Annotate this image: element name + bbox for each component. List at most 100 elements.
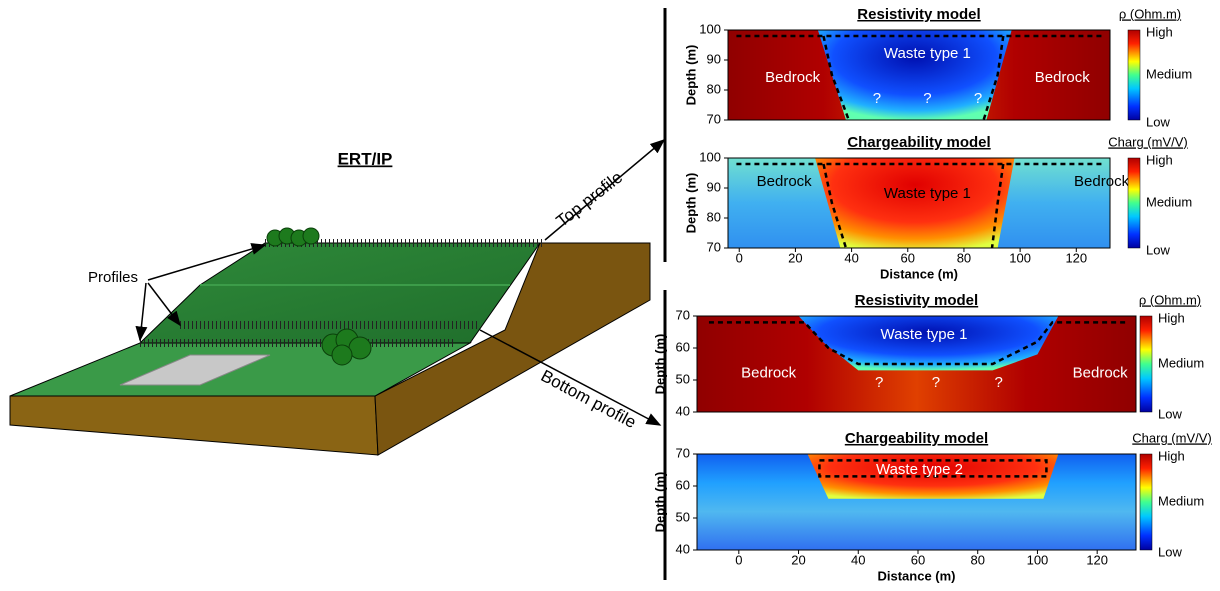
region-label: Waste type 1	[884, 185, 971, 202]
x-tick-label: 120	[1065, 250, 1087, 265]
upper-slope	[138, 242, 541, 344]
front-face	[9, 395, 379, 456]
panel-title: Resistivity model	[855, 292, 978, 309]
colorbar	[1139, 315, 1153, 413]
diagram-title: ERT/IP	[338, 149, 393, 168]
x-tick-label: 20	[788, 250, 802, 265]
panel-title: Resistivity model	[857, 6, 980, 23]
model-panel: Bedrock Waste type 1 Bedrock?? ? 70 80 90 100De…	[683, 6, 1192, 129]
boundary-line	[990, 163, 1005, 249]
model-anomaly	[817, 30, 1012, 120]
y-axis-label: Depth (m)	[683, 45, 698, 106]
region-label: Bedrock	[1035, 69, 1091, 86]
x-tick-label: 80	[957, 250, 971, 265]
colorbar-label: Low	[1146, 114, 1170, 129]
x-tick-label: 20	[791, 552, 805, 567]
region-label: ?	[994, 374, 1002, 391]
panel-title: Chargeability model	[847, 134, 990, 151]
x-tick-label: 0	[736, 250, 743, 265]
y-tick-label: 100	[699, 149, 721, 164]
y-tick-label: 70	[676, 445, 690, 460]
fences	[140, 239, 545, 347]
colorbar	[1139, 453, 1153, 551]
boundary-line	[822, 163, 848, 249]
panel-title: Chargeability model	[845, 430, 988, 447]
model-panel: Waste type 2 40 50 60 70 Depth (m) 0 20 40 60 80 10…	[652, 430, 1211, 583]
plot-frame	[696, 315, 1137, 413]
colorbar-label: Low	[1158, 544, 1182, 559]
side-face	[374, 242, 651, 456]
region-label: ?	[974, 90, 982, 107]
x-tick-label: 0	[735, 552, 742, 567]
model-anomaly	[798, 316, 1059, 371]
region-label: ?	[932, 374, 940, 391]
x-tick-label: 100	[1027, 552, 1049, 567]
y-tick-label: 60	[676, 477, 690, 492]
colorbar	[1127, 29, 1141, 121]
x-tick-label: 40	[851, 552, 865, 567]
bottom-profile-label: Bottom profile	[538, 366, 640, 432]
y-tick-label: 70	[707, 111, 721, 126]
colorbar-label: High	[1158, 310, 1185, 325]
trees	[266, 227, 372, 366]
y-tick-label: 90	[707, 179, 721, 194]
x-tick-label: 60	[901, 250, 915, 265]
y-tick-label: 50	[676, 509, 690, 524]
y-tick-label: 100	[699, 21, 721, 36]
x-tick-label: 100	[1009, 250, 1031, 265]
y-tick-label: 60	[676, 339, 690, 354]
x-tick-label: 120	[1086, 552, 1108, 567]
colorbar-title: Charg (mV/V)	[1108, 134, 1187, 149]
y-tick-label: 80	[707, 209, 721, 224]
profiles-label: Profiles	[88, 269, 138, 286]
boundary-line	[708, 321, 1128, 366]
model-anomaly	[815, 158, 1015, 248]
y-tick-label: 70	[676, 307, 690, 322]
region-label: Bedrock	[757, 173, 813, 190]
colorbar-label: Medium	[1146, 194, 1192, 209]
y-tick-label: 70	[707, 239, 721, 254]
waste-area	[119, 354, 271, 386]
colorbar-label: Medium	[1158, 355, 1204, 370]
y-axis-label: Depth (m)	[683, 173, 698, 234]
x-tick-label: 60	[911, 552, 925, 567]
y-axis-label: Depth (m)	[652, 472, 667, 533]
plot-frame	[727, 157, 1111, 249]
region-label: Waste type 1	[880, 326, 967, 343]
top-profile-label: Top profile	[553, 168, 627, 231]
boundary-line	[822, 35, 850, 121]
y-tick-label: 50	[676, 371, 690, 386]
colorbar-label: Low	[1146, 242, 1170, 257]
model-panel: Bedrock Waste type 1 Bedrock?? ? 40 50 60 70 Dep…	[652, 292, 1204, 421]
y-tick-label: 40	[676, 403, 690, 418]
x-axis-label: Distance (m)	[877, 568, 955, 583]
y-axis-label: Depth (m)	[652, 334, 667, 395]
region-label: Waste type 2	[876, 461, 963, 478]
region-label: ?	[873, 90, 881, 107]
x-axis-label: Distance (m)	[880, 266, 958, 281]
x-tick-label: 40	[844, 250, 858, 265]
region-label: ?	[923, 90, 931, 107]
region-label: Bedrock	[1073, 365, 1129, 382]
colorbar-title: ρ (Ohm.m)	[1139, 292, 1201, 307]
colorbar-title: Charg (mV/V)	[1132, 430, 1211, 445]
x-tick-label: 80	[970, 552, 984, 567]
region-label: Bedrock	[1074, 173, 1130, 190]
colorbar-label: Low	[1158, 406, 1182, 421]
colorbar-title: ρ (Ohm.m)	[1119, 6, 1181, 21]
colorbar-label: Medium	[1146, 66, 1192, 81]
y-tick-label: 40	[676, 541, 690, 556]
region-label: Bedrock	[765, 69, 821, 86]
colorbar-label: Medium	[1158, 493, 1204, 508]
plot-frame	[727, 29, 1111, 121]
plot-frame	[696, 453, 1137, 551]
y-tick-label: 90	[707, 51, 721, 66]
region-label: Waste type 1	[884, 45, 971, 62]
region-label: ?	[875, 374, 883, 391]
region-label: Bedrock	[741, 365, 797, 382]
colorbar	[1127, 157, 1141, 249]
colorbar-label: High	[1146, 24, 1173, 39]
y-tick-label: 80	[707, 81, 721, 96]
